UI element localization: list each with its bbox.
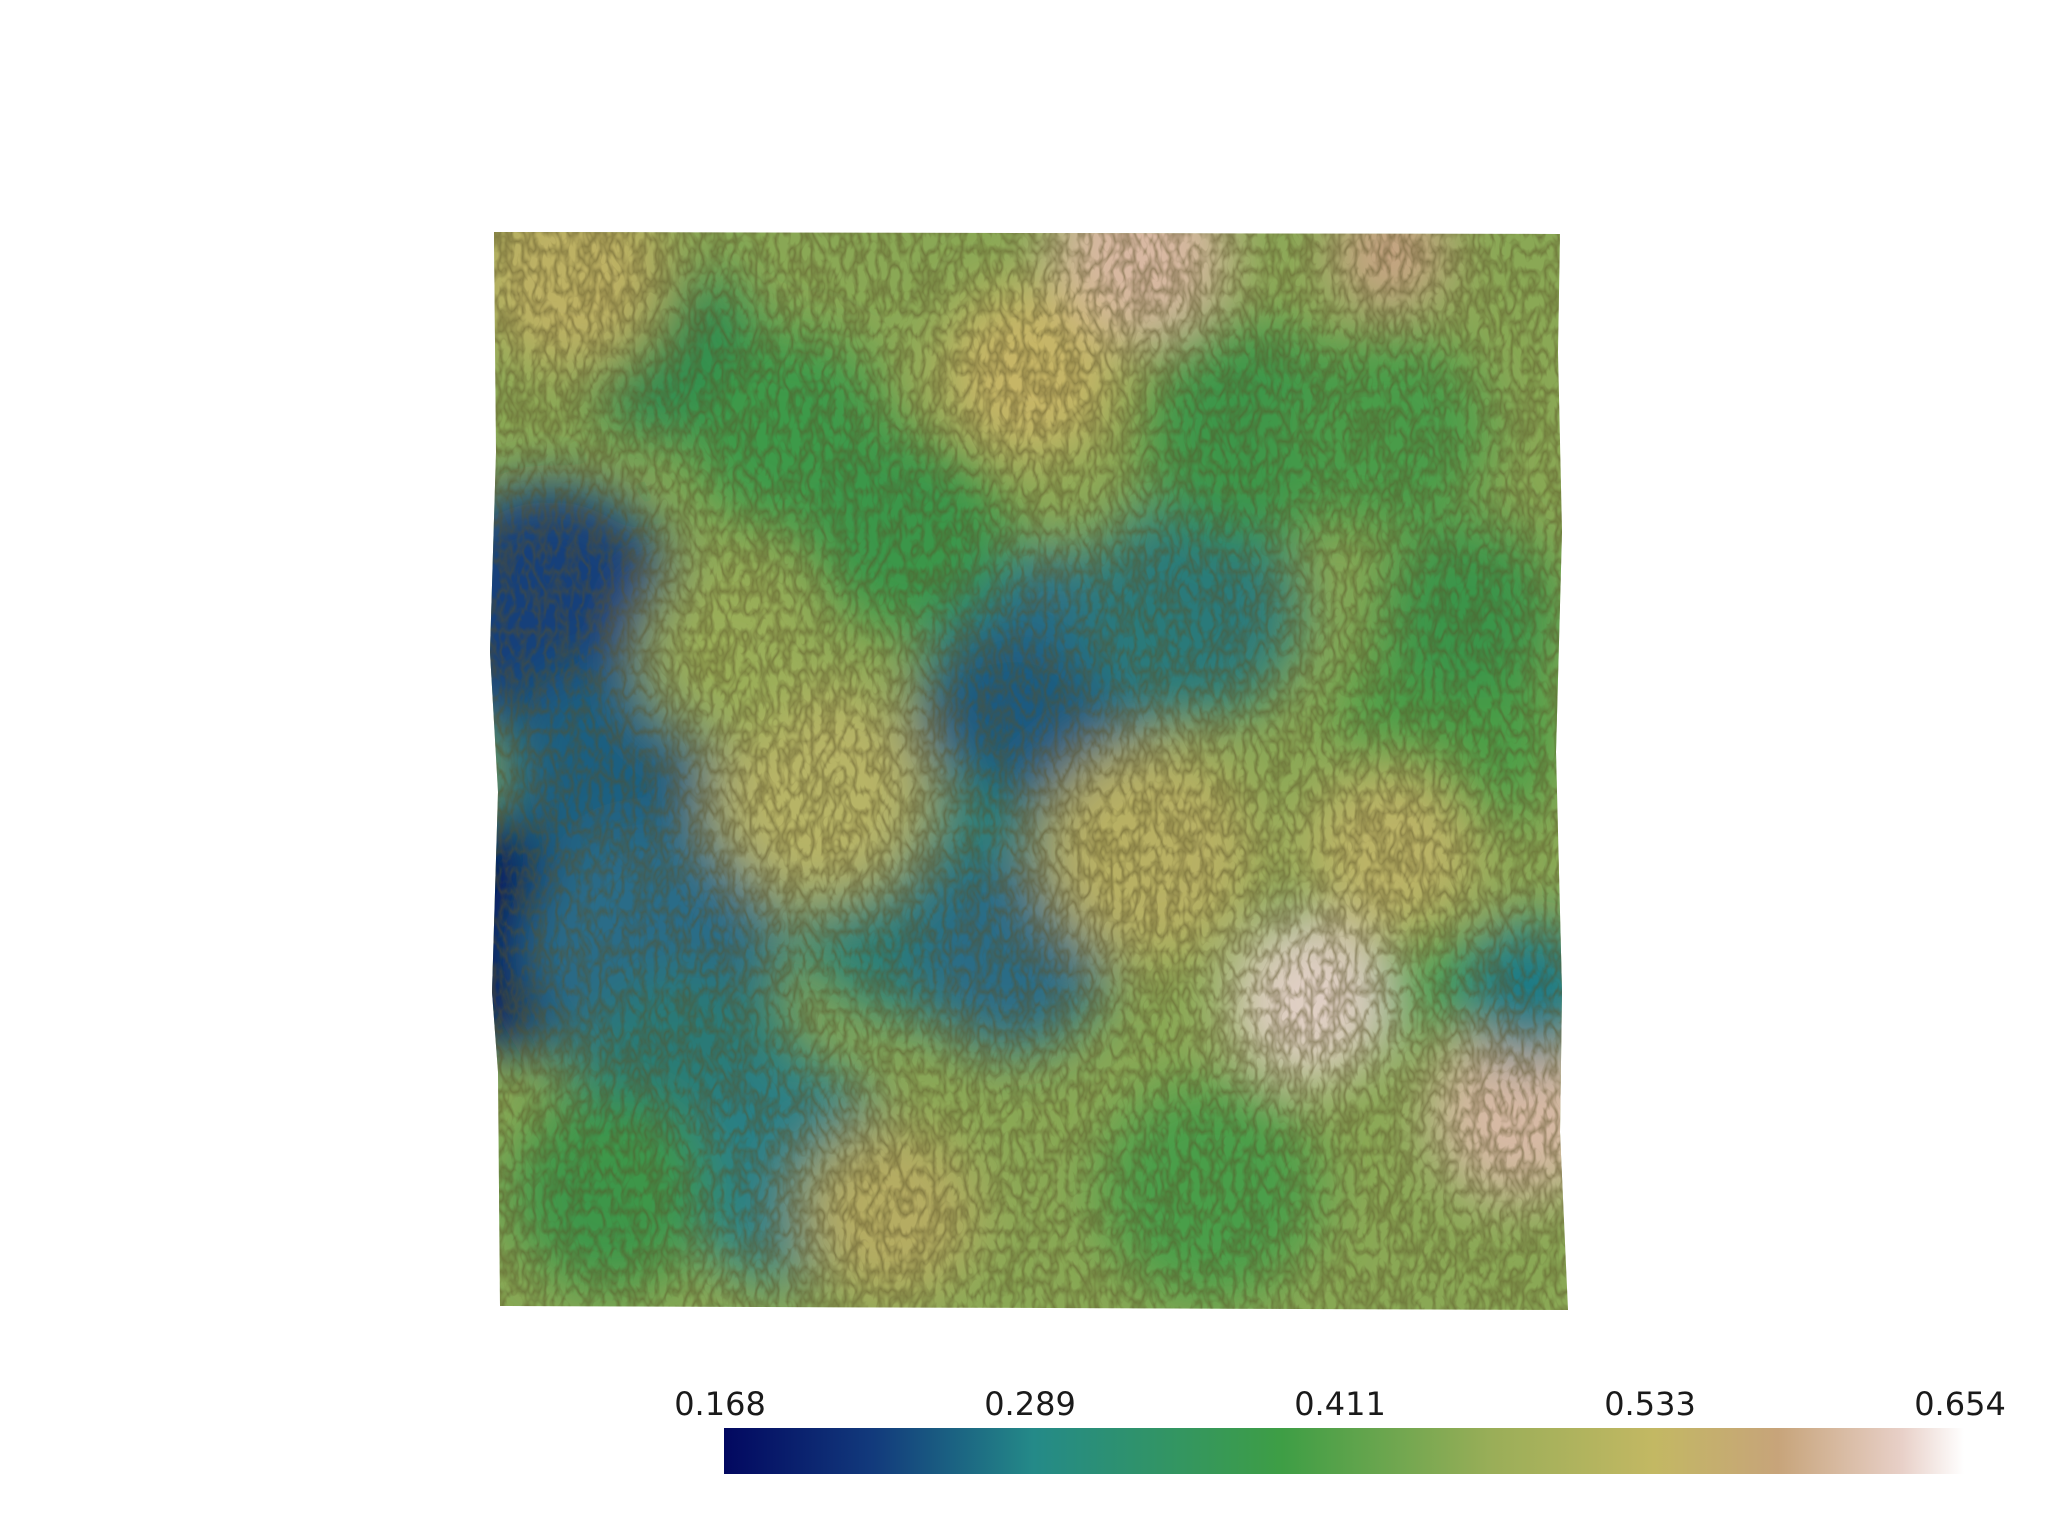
colorbar-tick-label: 0.654	[1914, 1385, 2006, 1423]
colorbar-tick-label: 0.533	[1604, 1385, 1696, 1423]
colorbar-tick-label: 0.411	[1294, 1385, 1386, 1423]
colorbar-tick-label: 0.168	[674, 1385, 766, 1423]
colorbar-tick-label: 0.289	[984, 1385, 1076, 1423]
terrain-heightmap[interactable]	[490, 232, 1570, 1312]
elevation-colorbar	[724, 1428, 1964, 1474]
colorbar-tick-labels: 0.168 0.289 0.411 0.533 0.654	[660, 1384, 2020, 1424]
